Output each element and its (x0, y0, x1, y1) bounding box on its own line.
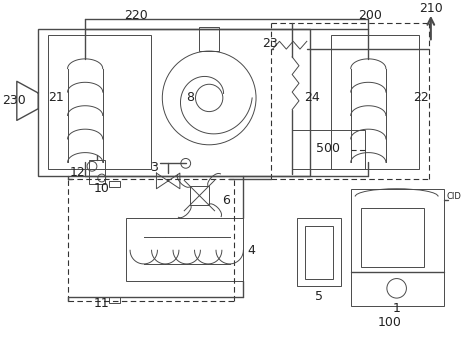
Text: 220: 220 (124, 9, 148, 22)
Text: 23: 23 (262, 37, 278, 50)
Text: 5: 5 (315, 290, 322, 303)
Text: 6: 6 (222, 194, 230, 207)
Text: 24: 24 (304, 91, 319, 104)
Text: 10: 10 (94, 182, 109, 195)
Text: 11: 11 (94, 297, 109, 310)
Text: 230: 230 (2, 94, 26, 107)
Text: 1: 1 (393, 302, 401, 316)
Bar (361, 208, 424, 267)
Bar (200, 27, 219, 51)
Text: 4: 4 (247, 244, 255, 257)
Bar (126, 218, 243, 282)
Bar (89, 160, 105, 184)
Text: 12: 12 (70, 166, 85, 179)
Text: 100: 100 (378, 316, 402, 329)
Text: 210: 210 (419, 1, 443, 14)
Text: 500: 500 (316, 142, 340, 155)
Text: 21: 21 (48, 91, 64, 104)
Bar (190, 186, 209, 205)
Bar (109, 297, 120, 303)
Bar (297, 218, 341, 286)
Text: CID: CID (447, 192, 461, 201)
Bar (109, 181, 120, 187)
Text: 22: 22 (413, 91, 429, 104)
Bar (48, 35, 151, 169)
Bar (331, 35, 419, 169)
Text: 3: 3 (150, 161, 157, 174)
Text: 8: 8 (186, 91, 194, 104)
Bar (38, 29, 310, 176)
Bar (305, 226, 333, 279)
Bar (351, 189, 444, 306)
Bar (292, 130, 365, 169)
Text: 200: 200 (358, 9, 382, 22)
